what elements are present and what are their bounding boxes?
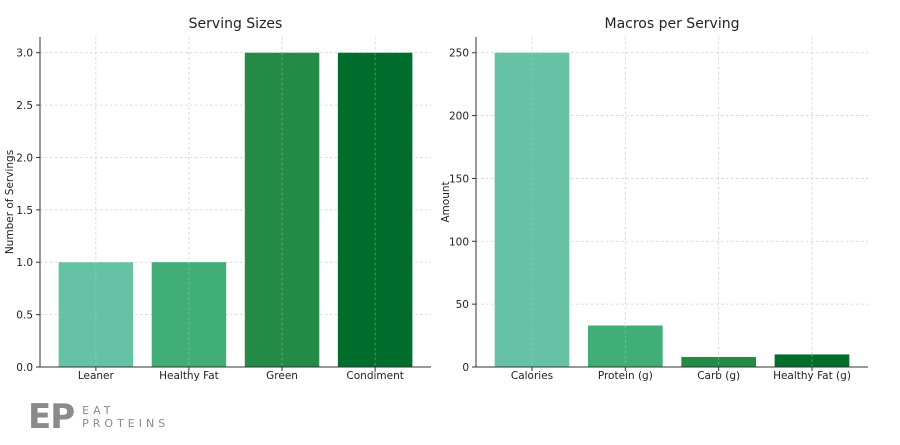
y-tick-label: 2.0 — [16, 152, 33, 164]
y-tick-label: 100 — [449, 236, 469, 248]
chart-1: 0.0 0.5 1.0 1.5 2.0 2.5 3.0 Leaner Healthy Fat Gr… — [4, 16, 431, 382]
chart-title: Serving Sizes — [189, 16, 283, 32]
y-tick-label: 0.0 — [16, 362, 33, 374]
x-tick-label: Calories — [511, 370, 553, 382]
logo-mark: EP — [28, 397, 75, 437]
y-tick-label: 1.5 — [16, 205, 33, 217]
x-tick-label: Leaner — [78, 370, 115, 382]
x-tick-label: Condiment — [346, 370, 403, 382]
y-tick-label: 150 — [449, 173, 469, 185]
logo-line-2: PROTEINS — [82, 417, 170, 430]
y-tick-label: 50 — [456, 299, 469, 311]
eat-proteins-logo: EP EAT PROTEINS — [28, 400, 169, 434]
x-tick-label: Healthy Fat (g) — [773, 370, 851, 382]
y-tick-label: 200 — [449, 111, 469, 123]
x-tick-label: Protein (g) — [598, 370, 653, 382]
x-tick-label: Healthy Fat — [159, 370, 219, 382]
x-tick-label: Carb (g) — [697, 370, 740, 382]
y-tick-label: 2.5 — [16, 100, 33, 112]
y-axis-label: Number of Servings — [4, 150, 16, 254]
y-axis-label: Amount — [440, 181, 452, 222]
x-tick-label: Green — [266, 370, 298, 382]
logo-wordmark: EAT PROTEINS — [82, 404, 169, 430]
y-tick-label: 0 — [462, 362, 469, 374]
chart-2: 0 50 100 150 200 250 Calories Protein (g) Carb (… — [440, 16, 868, 382]
y-tick-label: 3.0 — [16, 48, 33, 60]
y-tick-label: 0.5 — [16, 310, 33, 322]
logo-line-1: EAT — [82, 404, 115, 417]
chart-title: Macros per Serving — [604, 16, 739, 32]
y-tick-label: 250 — [449, 48, 469, 60]
y-tick-label: 1.0 — [16, 257, 33, 269]
